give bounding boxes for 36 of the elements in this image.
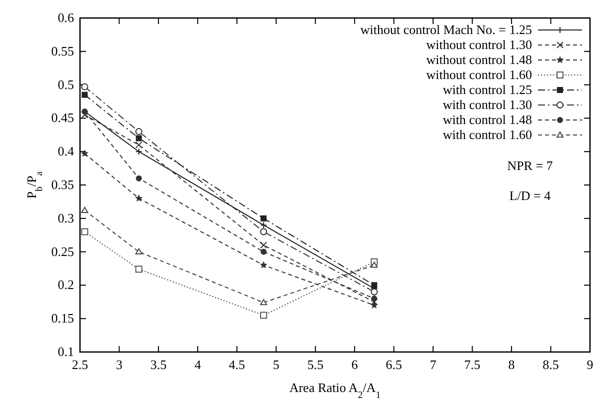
x-tick-label: 7 xyxy=(430,357,437,372)
x-tick-label: 3.5 xyxy=(150,357,167,372)
y-tick-label: 0.2 xyxy=(58,277,74,292)
y-tick-label: 0.25 xyxy=(51,244,74,259)
x-axis-title: Area Ratio A$_{2}$/A$_{1}$ xyxy=(289,380,381,400)
legend-label: with control 1.25 xyxy=(442,82,532,97)
x-tick-label: 8.5 xyxy=(542,357,559,372)
legend-label: with control 1.60 xyxy=(442,127,532,142)
legend-label: without control Mach No. = 1.25 xyxy=(360,22,532,37)
y-tick-label: 0.45 xyxy=(51,110,74,126)
legend-label: without control 1.60 xyxy=(426,67,532,82)
x-tick-label: 8 xyxy=(508,357,515,372)
x-tick-label: 4 xyxy=(194,357,202,372)
y-tick-label: 0.55 xyxy=(51,43,74,58)
y-tick-label: 0.4 xyxy=(58,144,74,159)
x-tick-label: 6 xyxy=(351,357,358,372)
y-tick-label: 0.35 xyxy=(51,177,74,192)
annotation: NPR = 7 xyxy=(507,158,554,173)
y-tick-label: 0.6 xyxy=(58,10,74,25)
y-tick-label: 0.3 xyxy=(58,210,74,226)
y-tick-label: 0.5 xyxy=(58,76,74,92)
legend-label: with control 1.30 xyxy=(442,97,532,112)
x-tick-label: 7.5 xyxy=(464,357,480,372)
y-tick-label: 0.15 xyxy=(51,310,74,326)
x-tick-label: 5 xyxy=(272,357,280,372)
y-tick-label: 0.1 xyxy=(58,344,74,359)
x-tick-label: 4.5 xyxy=(228,357,246,372)
legend-label: with control 1.48 xyxy=(442,112,532,127)
x-tick-label: 5.5 xyxy=(307,357,324,372)
x-tick-label: 2.5 xyxy=(72,357,88,372)
x-tick-label: 9 xyxy=(586,357,594,372)
annotation: L/D = 4 xyxy=(509,188,552,203)
x-tick-label: 6.5 xyxy=(386,357,402,372)
legend-label: without control 1.48 xyxy=(426,52,532,67)
x-tick-label: 3 xyxy=(116,357,122,372)
legend-label: without control 1.30 xyxy=(426,37,532,52)
